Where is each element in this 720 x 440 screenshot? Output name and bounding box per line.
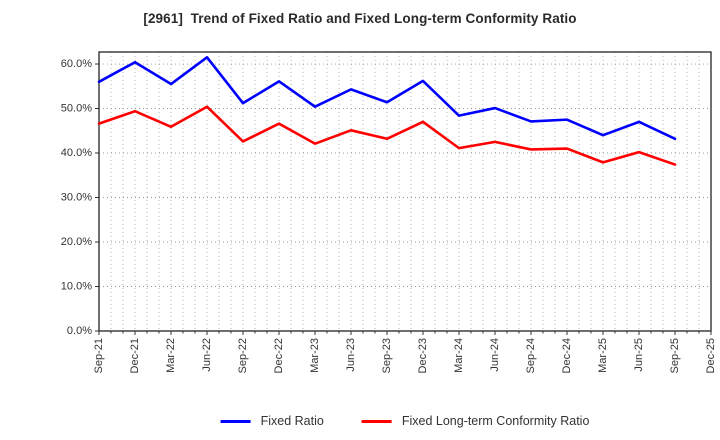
x-tick-label: Sep-22 xyxy=(237,338,249,373)
y-tick-label: 30.0% xyxy=(61,192,92,204)
legend-label-fixed-long-term-conformity-ratio: Fixed Long-term Conformity Ratio xyxy=(401,414,590,428)
x-tick-label: Dec-24 xyxy=(561,338,573,373)
x-tick-label: Sep-21 xyxy=(93,338,105,373)
x-tick-label: Sep-25 xyxy=(669,338,681,373)
y-tick-label: 20.0% xyxy=(61,236,92,248)
x-tick-label: Jun-24 xyxy=(489,338,501,372)
x-tick-label: Mar-24 xyxy=(453,338,465,373)
x-tick-label: Mar-23 xyxy=(309,338,321,373)
x-tick-label: Mar-25 xyxy=(597,338,609,373)
series-line-fixed-long-term-conformity-ratio xyxy=(97,105,677,166)
series-line-fixed-ratio xyxy=(97,56,677,141)
x-tick-label: Jun-22 xyxy=(201,338,213,372)
x-tick-label: Dec-22 xyxy=(273,338,285,373)
plot-frame xyxy=(98,51,712,332)
chart-title: [2961] Trend of Fixed Ratio and Fixed Lo… xyxy=(143,11,577,26)
legend-line-sample-red-icon xyxy=(361,419,392,423)
y-tick-label: 0.0% xyxy=(67,325,92,337)
x-tick-label: Jun-25 xyxy=(633,338,645,372)
legend-item-fixed-ratio: Fixed Ratio xyxy=(220,414,324,428)
x-tick-label: Jun-23 xyxy=(345,338,357,372)
y-tick-label: 10.0% xyxy=(61,281,92,293)
x-tick-label: Dec-21 xyxy=(129,338,141,373)
legend: Fixed Ratio Fixed Long-term Conformity R… xyxy=(220,414,590,428)
legend-label-fixed-ratio: Fixed Ratio xyxy=(260,414,324,428)
legend-item-fixed-long-term-conformity-ratio: Fixed Long-term Conformity Ratio xyxy=(361,414,590,428)
legend-line-sample-blue-icon xyxy=(220,419,251,423)
y-tick-label: 40.0% xyxy=(61,147,92,159)
x-tick-label: Sep-23 xyxy=(381,338,393,373)
y-tick-label: 50.0% xyxy=(61,103,92,115)
x-tick-label: Dec-23 xyxy=(417,338,429,373)
y-tick-label: 60.0% xyxy=(61,58,92,70)
x-tick-label: Mar-22 xyxy=(165,338,177,373)
x-tick-label: Sep-24 xyxy=(525,338,537,373)
x-tick-label: Dec-25 xyxy=(705,338,717,373)
